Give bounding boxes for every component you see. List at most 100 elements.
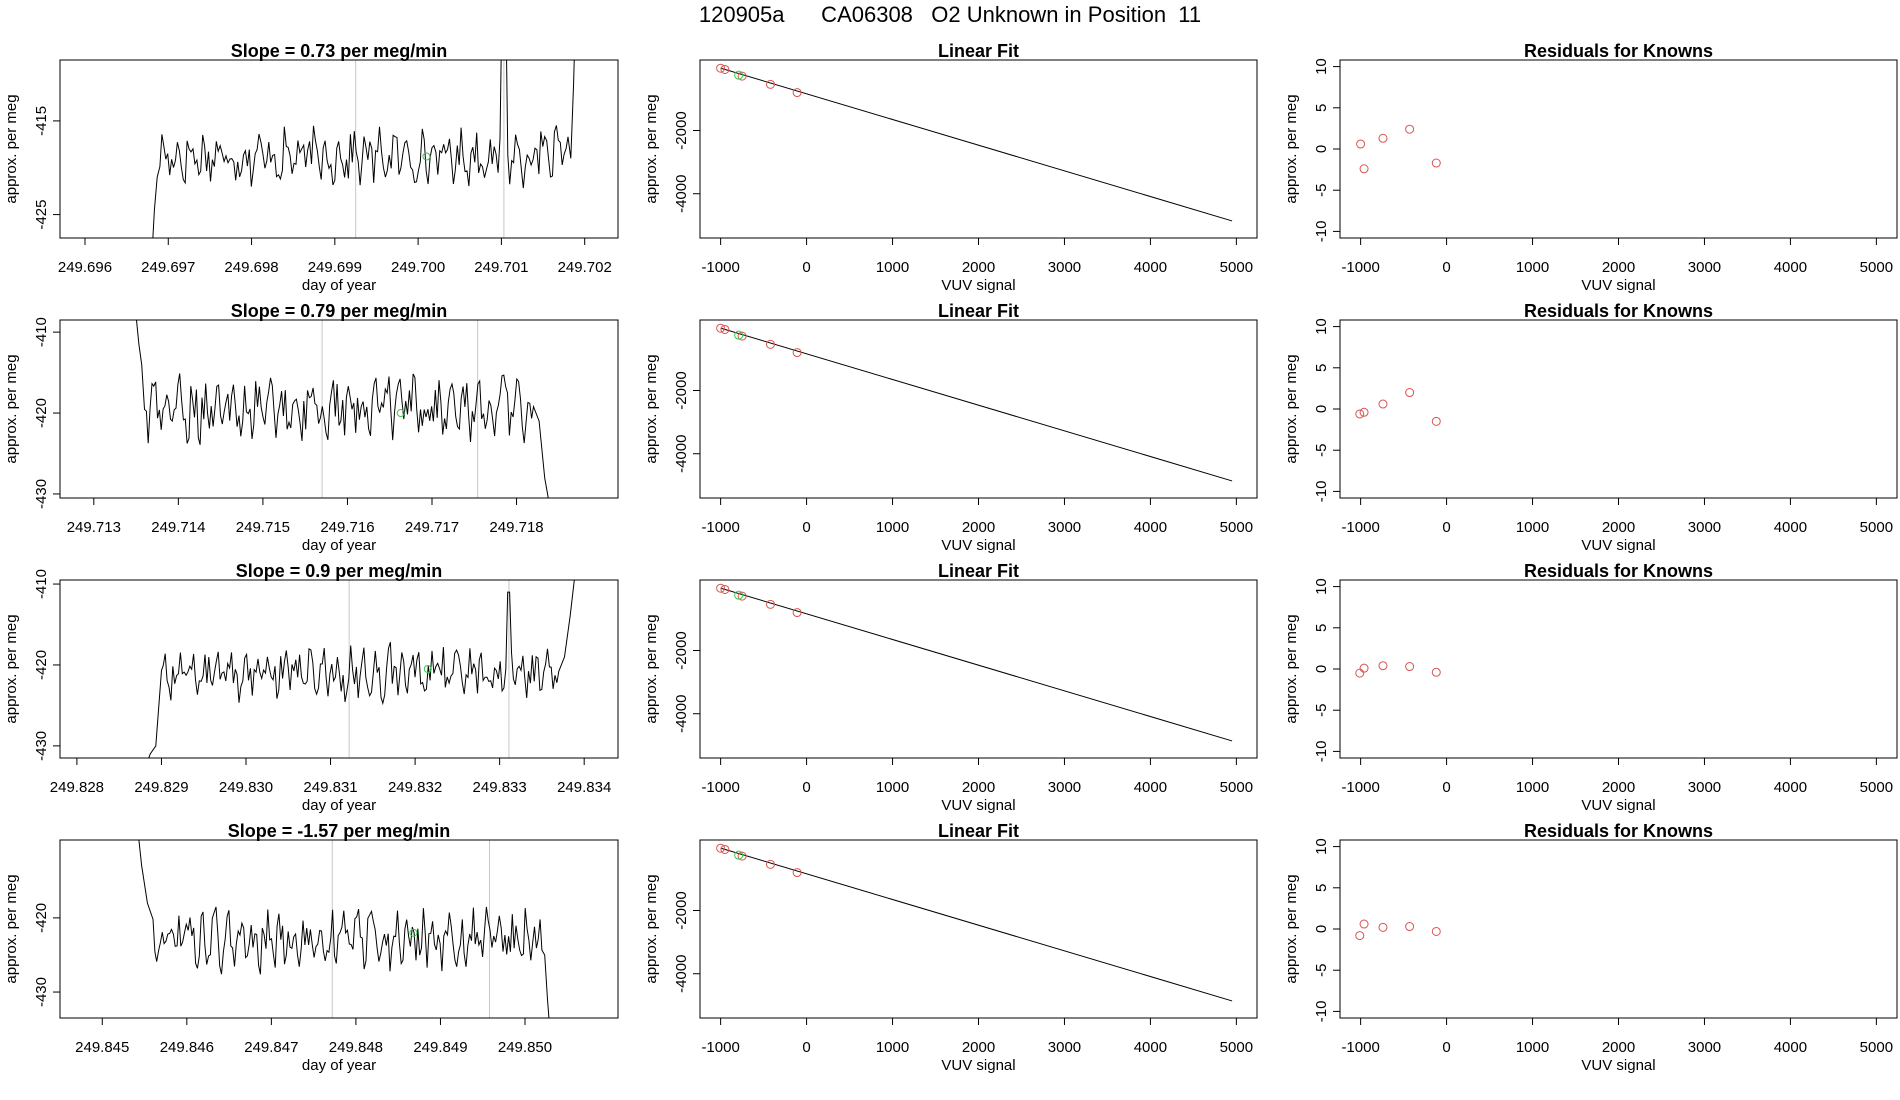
y-axis-label: approx. per meg	[3, 354, 20, 463]
x-tick-label: 249.834	[557, 779, 611, 796]
x-tick-label: 0	[802, 259, 810, 276]
x-tick-label: 3000	[1048, 519, 1081, 536]
panel-title: Residuals for Knowns	[1524, 41, 1713, 61]
x-tick-label: 1000	[1516, 519, 1549, 536]
y-tick-label: -2000	[673, 371, 690, 409]
x-tick-label: 2000	[1602, 779, 1635, 796]
x-tick-label: 249.717	[405, 519, 459, 536]
y-axis-label: approx. per meg	[643, 874, 660, 983]
y-axis-label: approx. per meg	[643, 614, 660, 723]
unknown-point	[734, 70, 744, 80]
known-point	[720, 324, 730, 334]
x-tick-label: 249.715	[236, 519, 290, 536]
y-tick-label: -420	[33, 650, 50, 680]
residual-point	[1359, 164, 1369, 174]
panel-4-1: 249.845 249.846 249.847 249.848 249.849 249.8…	[3, 821, 619, 1074]
y-axis-label: approx. per meg	[643, 354, 660, 463]
x-tick-label: 2000	[962, 779, 995, 796]
panel-title: Linear Fit	[938, 821, 1019, 841]
panel-3-1: 249.828 249.829 249.830 249.831 249.832 249.8…	[3, 561, 619, 814]
x-tick-label: 5000	[1860, 1039, 1893, 1056]
x-tick-label: 249.698	[224, 259, 278, 276]
figure-title: 120905a CA06308 O2 Unknown in Position 1…	[698, 2, 1202, 27]
plot-area	[148, 580, 575, 758]
panel-title: Linear Fit	[938, 561, 1019, 581]
residual-point	[1405, 124, 1415, 134]
y-tick-label: 5	[1313, 624, 1330, 632]
x-tick-label: 249.696	[58, 259, 112, 276]
x-tick-label: 0	[1442, 1039, 1450, 1056]
plot-frame	[1339, 319, 1898, 499]
plot-area	[135, 320, 549, 498]
x-tick-label: -1000	[1341, 779, 1379, 796]
known-point	[716, 583, 726, 593]
panel-1-3: -1000 0 1000 2000 3000 4000 5000 -10 -5 0 5 10 Resid…	[1283, 41, 1898, 294]
known-point	[716, 323, 726, 333]
x-tick-label: 249.833	[473, 779, 527, 796]
unknown-point	[423, 665, 432, 673]
x-tick-label: 0	[1442, 259, 1450, 276]
x-tick-label: 5000	[1220, 259, 1253, 276]
x-axis-label: VUV signal	[1581, 1057, 1655, 1074]
plot-area	[1355, 919, 1441, 941]
x-axis-label: VUV signal	[1581, 537, 1655, 554]
y-axis-label: approx. per meg	[3, 94, 20, 203]
x-axis-label: day of year	[302, 277, 376, 294]
y-tick-label: -420	[33, 903, 50, 933]
y-tick-label: -2000	[673, 891, 690, 929]
unknown-point	[734, 590, 744, 600]
x-tick-label: 249.713	[67, 519, 121, 536]
plot-area	[1355, 388, 1441, 426]
x-tick-label: 249.831	[303, 779, 357, 796]
x-tick-label: 1000	[876, 259, 909, 276]
x-tick-label: 1000	[1516, 1039, 1549, 1056]
y-axis-label: approx. per meg	[1283, 94, 1300, 203]
y-tick-label: 5	[1313, 884, 1330, 892]
x-tick-label: 3000	[1688, 519, 1721, 536]
y-tick-label: 10	[1313, 58, 1330, 75]
x-tick-label: 4000	[1774, 259, 1807, 276]
plot-area	[716, 583, 1233, 742]
x-tick-label: 2000	[1602, 519, 1635, 536]
x-tick-label: 249.850	[498, 1039, 552, 1056]
x-tick-label: 0	[1442, 519, 1450, 536]
y-tick-label: -430	[33, 977, 50, 1007]
y-tick-label: -410	[33, 569, 50, 599]
x-tick-label: 4000	[1134, 259, 1167, 276]
residual-point	[1359, 407, 1369, 417]
y-tick-label: -4000	[673, 435, 690, 473]
y-tick-label: -5	[1313, 964, 1330, 977]
residual-point	[1431, 416, 1441, 426]
x-tick-label: 4000	[1774, 779, 1807, 796]
x-tick-label: 249.845	[75, 1039, 129, 1056]
panel-2-1: 249.713 249.714 249.715 249.716 249.717 249.7…	[3, 301, 619, 554]
residual-point	[1378, 661, 1388, 671]
x-tick-label: 2000	[1602, 259, 1635, 276]
plot-area	[138, 840, 550, 1018]
x-tick-label: 1000	[1516, 779, 1549, 796]
panel-title: Residuals for Knowns	[1524, 561, 1713, 581]
residual-point	[1355, 931, 1365, 941]
panel-title: Linear Fit	[938, 41, 1019, 61]
x-tick-label: 1000	[876, 519, 909, 536]
x-axis-label: VUV signal	[941, 797, 1015, 814]
known-point	[765, 859, 775, 869]
y-tick-label: -5	[1313, 444, 1330, 457]
panel-2-2: -1000 0 1000 2000 3000 4000 5000 -4000 -2000 Line…	[643, 301, 1258, 554]
x-tick-label: 249.718	[489, 519, 543, 536]
known-point	[737, 851, 747, 861]
x-tick-label: 4000	[1774, 519, 1807, 536]
x-tick-label: 2000	[962, 259, 995, 276]
panel-3-3: -1000 0 1000 2000 3000 4000 5000 -10 -5 0 5 10 Resid…	[1283, 561, 1898, 814]
plot-area	[1355, 661, 1441, 678]
y-tick-label: 5	[1313, 104, 1330, 112]
panel-4-2: -1000 0 1000 2000 3000 4000 5000 -4000 -2000 Line…	[643, 821, 1258, 1074]
plot-frame	[1339, 579, 1898, 759]
x-tick-label: -1000	[701, 1039, 739, 1056]
known-point	[716, 63, 726, 73]
residual-point	[1355, 409, 1365, 419]
x-tick-label: 249.701	[474, 259, 528, 276]
x-tick-label: -1000	[701, 779, 739, 796]
y-tick-label: 10	[1313, 838, 1330, 855]
known-point	[765, 339, 775, 349]
